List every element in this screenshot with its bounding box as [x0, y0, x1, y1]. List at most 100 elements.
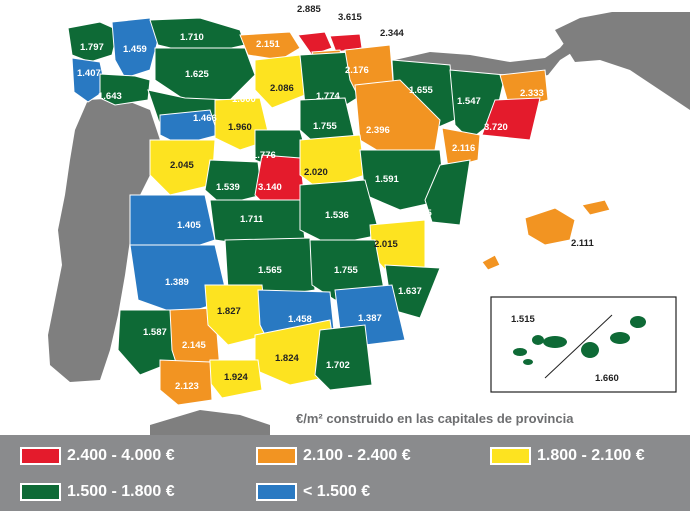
- legend-swatch-yellow: [490, 447, 531, 465]
- province-value-label: 2.885: [297, 4, 321, 15]
- island-fuerteventura: [610, 332, 630, 344]
- province-castellon[interactable]: [424, 159, 471, 226]
- province-baleares[interactable]: [524, 207, 576, 246]
- province-value-label: 1.660: [595, 373, 619, 384]
- province-value-label: 1.702: [326, 360, 350, 371]
- map-caption: €/m² construido en las capitales de prov…: [296, 411, 574, 426]
- portugal-land: [48, 98, 160, 382]
- province-value-label: 1.565: [258, 265, 282, 276]
- province-value-label: 2.086: [270, 83, 294, 94]
- province-barcelona[interactable]: [481, 97, 541, 141]
- legend-label-yellow: 1.800 - 2.100 €: [537, 447, 645, 464]
- province-value-label: 2.020: [304, 167, 328, 178]
- province-value-label: 1.459: [123, 44, 147, 55]
- province-value-label: 3.140: [258, 182, 282, 193]
- province-value-label: 2.333: [520, 88, 544, 99]
- province-value-label: 2.116: [452, 143, 475, 154]
- island-tenerife: [543, 336, 567, 348]
- legend-label-blue: < 1.500 €: [303, 483, 371, 500]
- province-value-label: 1.643: [98, 91, 122, 102]
- province-value-label: 1.776: [252, 150, 276, 161]
- france-land: [395, 14, 620, 80]
- province-value-label: 3.720: [484, 122, 508, 133]
- legend-swatch-blue: [256, 483, 297, 501]
- province-value-label: 1.625: [185, 69, 209, 80]
- legend-item-yellow: 1.800 - 2.100 €: [490, 444, 645, 468]
- province-value-label: 1.587: [143, 327, 167, 338]
- legend-label-orange: 2.100 - 2.400 €: [303, 447, 411, 464]
- legend: 2.400 - 4.000 € 2.100 - 2.400 € 1.800 - …: [0, 435, 690, 511]
- province-salamanca[interactable]: [149, 139, 216, 196]
- province-value-label: 1.924: [224, 372, 248, 383]
- province-value-label: 2.176: [345, 65, 369, 76]
- province-value-label: 1.637: [398, 286, 422, 297]
- province-badajoz[interactable]: [129, 244, 229, 316]
- province-value-label: 1.960: [228, 122, 252, 133]
- legend-item-green: 1.500 - 1.800 €: [20, 480, 175, 504]
- province-value-label: 1.711: [240, 214, 264, 225]
- spain-price-map: 1.797 1.459 1.710 2.151 2.885 3.615 2.344 1.407…: [48, 4, 690, 435]
- island-menorca[interactable]: [581, 199, 611, 216]
- province-lugo[interactable]: [111, 17, 159, 79]
- island-gomera: [523, 359, 533, 365]
- province-value-label: 1.755: [313, 121, 337, 132]
- province-value-label: 2.111: [571, 238, 594, 249]
- province-value-label: 2.123: [175, 381, 199, 392]
- legend-label-green: 1.500 - 1.800 €: [67, 483, 175, 500]
- legend-item-red: 2.400 - 4.000 €: [20, 444, 175, 468]
- province-value-label: 1.735: [408, 208, 432, 219]
- province-value-label: 1.655: [409, 85, 433, 96]
- province-bizkaia[interactable]: [297, 31, 333, 56]
- province-value-label: 1.466: [193, 113, 217, 124]
- province-value-label: 2.015: [374, 239, 398, 250]
- province-value-label: 2.344: [380, 28, 404, 39]
- province-value-label: 1.824: [275, 353, 299, 364]
- province-value-label: 1.389: [165, 277, 189, 288]
- province-value-label: 1.710: [180, 32, 204, 43]
- province-value-label: 1.536: [325, 210, 349, 221]
- province-a-coruna[interactable]: [67, 21, 119, 63]
- province-cordoba[interactable]: [204, 284, 269, 346]
- legend-item-blue: < 1.500 €: [256, 480, 370, 504]
- legend-item-orange: 2.100 - 2.400 €: [256, 444, 411, 468]
- province-value-label: 1.591: [375, 174, 399, 185]
- legend-swatch-green: [20, 483, 61, 501]
- province-value-label: 1.755: [334, 265, 358, 276]
- province-value-label: 2.045: [170, 160, 194, 171]
- legend-label-red: 2.400 - 4.000 €: [67, 447, 175, 464]
- legend-swatch-orange: [256, 447, 297, 465]
- province-value-label: 2.145: [182, 340, 206, 351]
- province-tarragona[interactable]: [441, 127, 481, 169]
- province-value-label: 1.827: [217, 306, 241, 317]
- province-value-label: 1.600: [232, 94, 256, 105]
- province-value-label: 1.797: [80, 42, 104, 53]
- province-value-label: 1.458: [288, 314, 312, 325]
- province-value-label: 1.407: [77, 68, 101, 79]
- province-value-label: 1.387: [358, 313, 382, 324]
- province-ourense[interactable]: [99, 73, 151, 106]
- province-value-label: 2.151: [256, 39, 280, 50]
- provinces: [67, 17, 611, 406]
- province-value-label: 1.774: [316, 91, 340, 102]
- canary-divider: [544, 314, 613, 379]
- island-hierro: [513, 348, 527, 356]
- france-east-land: [555, 12, 690, 110]
- island-ibiza[interactable]: [481, 254, 501, 271]
- morocco-land: [150, 410, 270, 435]
- province-value-label: 1.515: [511, 314, 535, 325]
- province-value-label: 1.405: [177, 220, 201, 231]
- island-lanzarote: [630, 316, 646, 328]
- province-value-label: 3.615: [338, 12, 362, 23]
- province-huelva[interactable]: [117, 309, 179, 376]
- province-almeria[interactable]: [314, 324, 373, 391]
- canary-inset: [490, 296, 677, 393]
- legend-swatch-red: [20, 447, 61, 465]
- province-pontevedra[interactable]: [71, 57, 107, 103]
- value-labels: 1.797 1.459 1.710 2.151 2.885 3.615 2.344 1.407…: [77, 4, 619, 392]
- province-value-label: 1.547: [457, 96, 481, 107]
- province-cadiz[interactable]: [159, 359, 213, 406]
- province-value-label: 2.396: [366, 125, 390, 136]
- province-palencia[interactable]: [254, 54, 306, 109]
- island-la-palma: [532, 335, 544, 345]
- province-value-label: 1.539: [216, 182, 240, 193]
